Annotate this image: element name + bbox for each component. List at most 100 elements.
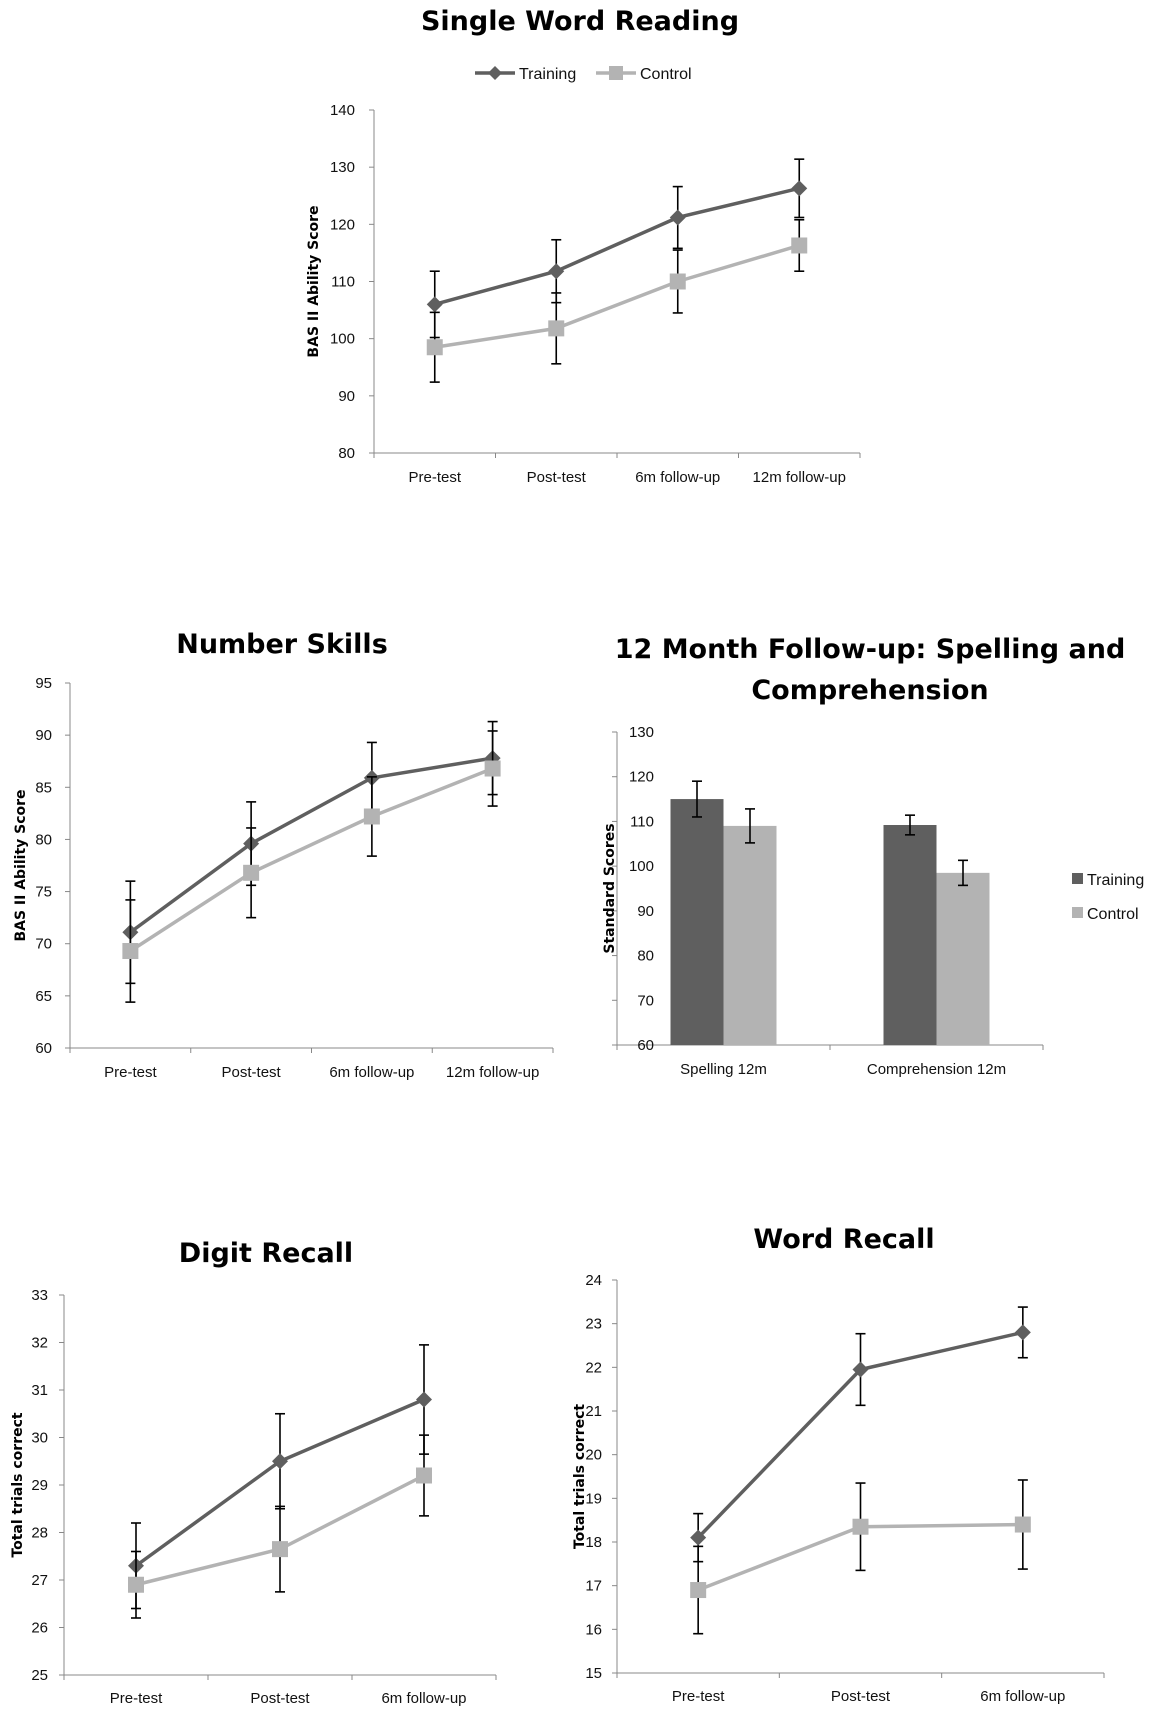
x-category-label: Post-test: [527, 469, 587, 486]
series-control: [122, 730, 501, 1003]
bar: [723, 825, 777, 1045]
y-tick-label: 25: [31, 1667, 48, 1684]
data-point: [272, 1541, 288, 1558]
series-control: [426, 218, 808, 383]
error-bar: [692, 780, 702, 818]
y-tick-label: 70: [637, 992, 654, 1009]
legend-label: Training: [519, 66, 576, 83]
y-tick-label: 26: [31, 1620, 48, 1637]
y-tick-label: 23: [585, 1316, 602, 1333]
y-tick-label: 90: [338, 388, 355, 405]
data-point: [363, 808, 380, 825]
series-control: [690, 1479, 1031, 1635]
error-bar: [958, 859, 968, 887]
y-tick-label: 90: [637, 903, 654, 920]
data-point: [426, 339, 443, 356]
chart-title: 12 Month Follow-up: Spelling and: [615, 634, 1126, 665]
chart-title: Digit Recall: [179, 1238, 353, 1269]
y-tick-label: 28: [31, 1525, 48, 1542]
x-category-label: 6m follow-up: [381, 1690, 466, 1707]
y-tick-label: 130: [330, 159, 355, 176]
legend-label: Control: [1087, 906, 1139, 923]
y-tick-label: 80: [637, 948, 654, 965]
data-point: [122, 943, 139, 960]
data-point: [548, 263, 565, 280]
y-tick-label: 80: [338, 445, 355, 462]
x-category-label: 12m follow-up: [446, 1064, 539, 1081]
legend-label: Control: [640, 66, 692, 83]
legend-label: Training: [1087, 872, 1144, 889]
x-category-label: 6m follow-up: [635, 469, 720, 486]
y-tick-label: 140: [330, 102, 355, 119]
series-control: [723, 808, 990, 1045]
y-tick-label: 100: [629, 858, 654, 875]
chart-number-skills: Number Skills 60 65 70 75 80 85 90 95 BAS II Abil…: [13, 629, 554, 1081]
error-bar: [905, 814, 915, 836]
data-point: [1014, 1324, 1031, 1341]
y-axis-label: Total trials correct: [572, 1404, 588, 1549]
y-tick-label: 24: [585, 1272, 602, 1289]
y-tick-label: 60: [35, 1040, 52, 1057]
chart-title: Number Skills: [176, 629, 388, 660]
x-category-label: 12m follow-up: [753, 469, 846, 486]
x-category-label: Pre-test: [408, 469, 461, 486]
series-line: [129, 766, 494, 953]
data-point: [852, 1361, 869, 1378]
y-tick-label: 29: [31, 1477, 48, 1494]
y-axis-label: Standard Scores: [602, 823, 618, 953]
x-category-label: Pre-test: [672, 1688, 725, 1705]
legend-item-training: Training: [475, 66, 576, 83]
legend-item-training: Training: [1072, 872, 1144, 889]
series-line: [434, 243, 800, 349]
y-tick-label: 60: [637, 1037, 654, 1054]
y-tick-label: 120: [330, 216, 355, 233]
y-tick-label: 30: [31, 1430, 48, 1447]
y-tick-label: 27: [31, 1572, 48, 1589]
y-axis-label: Total trials correct: [10, 1412, 26, 1557]
y-tick-label: 19: [585, 1490, 602, 1507]
legend-marker: [609, 66, 623, 80]
chart-title: Word Recall: [753, 1224, 934, 1255]
series-training: [690, 1306, 1031, 1563]
data-point: [791, 237, 808, 254]
chart-title: Single Word Reading: [421, 6, 739, 37]
y-tick-label: 65: [35, 988, 52, 1005]
y-tick-label: 110: [331, 274, 355, 291]
data-point: [272, 1453, 288, 1470]
data-point: [548, 320, 565, 337]
series-control: [128, 1434, 432, 1619]
data-point: [690, 1582, 707, 1599]
y-axis-label: BAS II Ability Score: [306, 205, 322, 357]
data-point: [416, 1467, 432, 1484]
y-tick-label: 80: [35, 831, 52, 848]
y-tick-label: 130: [629, 724, 654, 741]
series-line: [434, 186, 800, 307]
data-point: [669, 209, 686, 226]
legend-swatch: [1072, 907, 1083, 918]
data-point: [852, 1518, 869, 1535]
x-category-label: Post-test: [831, 1688, 891, 1705]
legend-swatch: [1072, 873, 1083, 884]
y-tick-label: 85: [35, 779, 52, 796]
y-tick-label: 32: [31, 1335, 48, 1352]
data-point: [669, 273, 686, 290]
y-tick-label: 16: [585, 1621, 602, 1638]
series-training: [122, 720, 501, 985]
y-tick-label: 120: [629, 769, 654, 786]
y-tick-label: 21: [585, 1403, 602, 1420]
data-point: [791, 180, 808, 197]
y-tick-label: 18: [585, 1534, 602, 1551]
chart-single-word-reading: Single Word Reading 80 90 100 110 120 130 140 BA…: [306, 6, 861, 486]
legend: Training Control: [475, 66, 692, 83]
chart-spelling-comprehension: 12 Month Follow-up: Spelling and Comprehe…: [602, 634, 1144, 1078]
legend-item-control: Control: [596, 66, 692, 83]
error-bar: [745, 808, 755, 844]
x-category-label: Pre-test: [110, 1690, 163, 1707]
legend: Training Control: [1072, 872, 1144, 923]
y-tick-label: 90: [35, 727, 52, 744]
x-category-label: 6m follow-up: [329, 1064, 414, 1081]
bar: [936, 872, 990, 1045]
series-training: [670, 780, 937, 1045]
y-tick-label: 20: [585, 1447, 602, 1464]
bar: [670, 799, 724, 1045]
